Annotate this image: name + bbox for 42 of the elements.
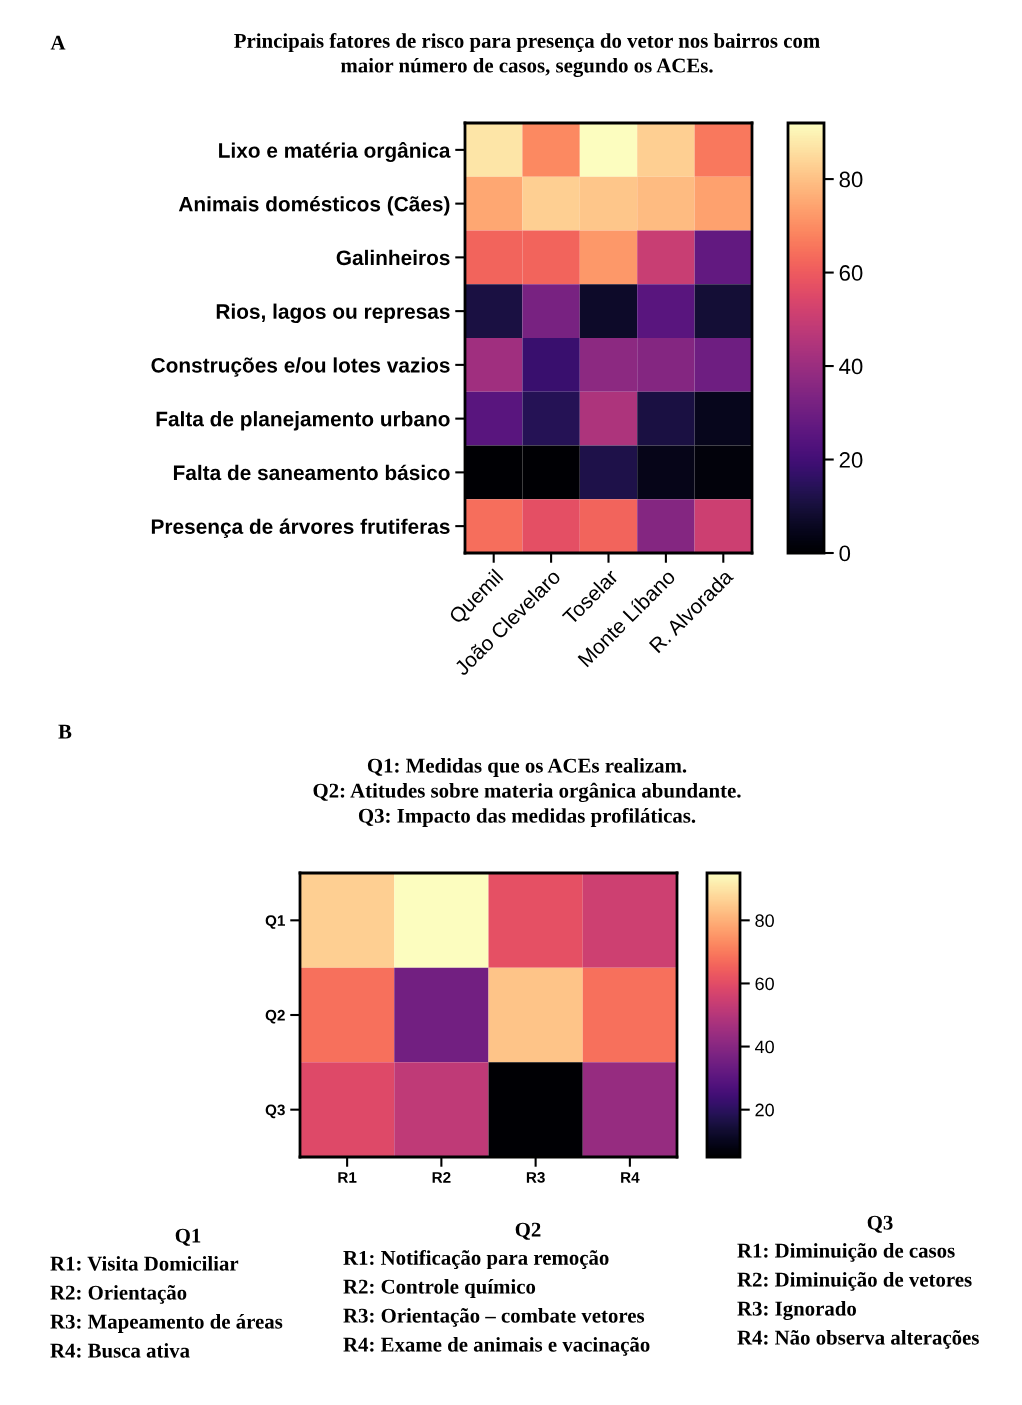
color-bar-label: 80: [839, 171, 863, 188]
text: B: [58, 724, 72, 739]
text: R4: Busca ativa: [50, 1343, 190, 1358]
color-bar-label: 60: [839, 265, 863, 281]
color-bar-label: 20: [839, 452, 863, 468]
y-tick-label: Animais domésticos (Cães): [178, 195, 450, 216]
color-bar-label: 80: [755, 914, 774, 928]
text: R3: Orientação – combate vetores: [343, 1307, 645, 1327]
x-tick-label: R2: [432, 1171, 451, 1183]
text: R2: Controle químico: [343, 1279, 536, 1298]
text: Q3: [867, 1215, 893, 1233]
x-tick-label: R1: [338, 1172, 357, 1183]
y-tick-label: Construções e/ou lotes vazios: [151, 357, 450, 377]
text: R1: Diminuição de casos: [737, 1242, 955, 1262]
x-tick-label: R4: [621, 1172, 640, 1183]
text: R4: Não observa alterações: [737, 1329, 979, 1349]
color-bar-label: 40: [755, 1040, 774, 1054]
text: Q2: [515, 1222, 541, 1240]
color-bar-label: 20: [755, 1103, 774, 1117]
y-tick-label: Q2: [265, 1009, 285, 1024]
text: A: [50, 35, 66, 50]
color-bar-label: 60: [755, 977, 774, 991]
text: R2: Orientação: [50, 1284, 187, 1304]
y-tick-label: Falta de planejamento urbano: [156, 411, 450, 431]
text: R1: Notificação para remoção: [343, 1250, 609, 1270]
y-tick-label: Lixo e matéria orgânica: [219, 142, 451, 163]
y-tick-label: Falta de saneamento básico: [173, 464, 450, 481]
chart-title: Principais fatores de risco para presença do vetor nos bairros com maior número de casos, segundo os ACEs.: [234, 33, 820, 77]
color-bar-label: 0: [839, 545, 851, 562]
text: R2: Diminuição de vetores: [737, 1271, 972, 1291]
y-tick-label: Q3: [265, 1104, 285, 1119]
y-tick-label: Q1: [265, 915, 285, 929]
chart-title: Q1: Medidas que os ACEs realizam. Q2: Atitudes sobre materia orgânica abundante. Q3: Impacto das medidas profiláticas.: [313, 758, 741, 828]
text: R1: Visita Domiciliar: [50, 1256, 239, 1271]
text: R3: Ignorado: [737, 1301, 857, 1321]
color-bar-label: 40: [839, 358, 863, 375]
x-tick-label: R3: [526, 1171, 545, 1183]
text: R3: Mapeamento de áreas: [50, 1314, 283, 1333]
y-tick-label: Galinheiros: [336, 249, 450, 266]
y-tick-label: Rios, lagos ou represas: [216, 303, 450, 324]
text: R4: Exame de animais e vacinação: [343, 1336, 650, 1356]
y-tick-label: Presença de árvores frutiferas: [151, 518, 450, 539]
